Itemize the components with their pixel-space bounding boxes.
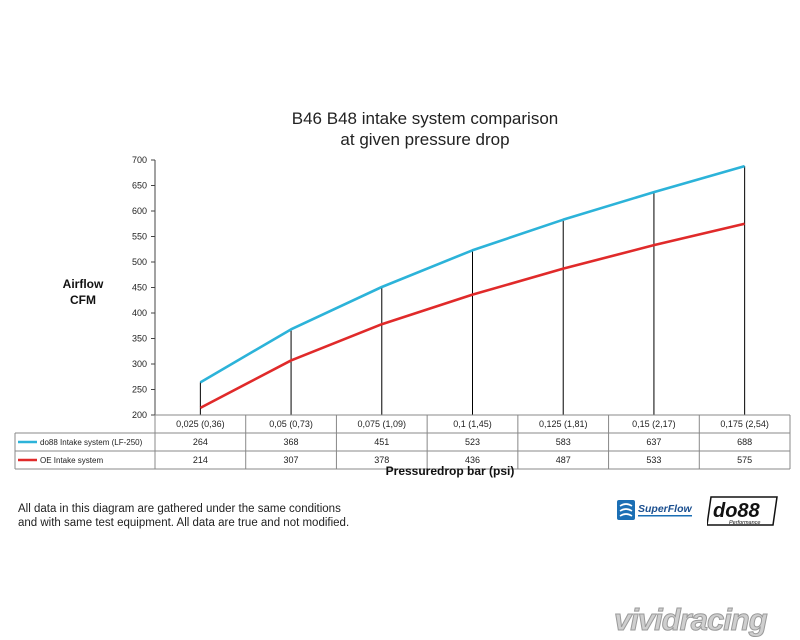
chart-series bbox=[199, 164, 746, 410]
y-tick-label: 450 bbox=[132, 283, 147, 293]
chart-title-line-1: B46 B48 intake system comparison bbox=[292, 109, 558, 128]
superflow-logo: SuperFlow bbox=[617, 500, 693, 520]
table-cell-value: 436 bbox=[465, 455, 480, 465]
disclaimer-line-2: and with same test equipment. All data a… bbox=[18, 517, 350, 529]
table-cell-value: 583 bbox=[556, 437, 571, 447]
x-tick-label: 0,025 (0,36) bbox=[176, 419, 225, 429]
table-cell-value: 533 bbox=[646, 455, 661, 465]
y-axis-label-line-2: CFM bbox=[70, 293, 96, 307]
table-cell-value: 523 bbox=[465, 437, 480, 447]
y-tick-label: 600 bbox=[132, 206, 147, 216]
table-cell-value: 378 bbox=[374, 455, 389, 465]
y-tick-label: 500 bbox=[132, 257, 147, 267]
table-cell-value: 688 bbox=[737, 437, 752, 447]
disclaimer-note: All data in this diagram are gathered un… bbox=[18, 502, 438, 530]
do88-logo-subtext: Performance bbox=[729, 520, 761, 526]
superflow-logo-text: SuperFlow bbox=[638, 503, 693, 515]
vividracing-watermark-text: vividracing bbox=[614, 602, 768, 637]
y-tick-label: 250 bbox=[132, 385, 147, 395]
x-tick-label: 0,175 (2,54) bbox=[720, 419, 769, 429]
table-cell-value: 214 bbox=[193, 455, 208, 465]
x-tick-label: 0,075 (1,09) bbox=[358, 419, 407, 429]
y-tick-label: 650 bbox=[132, 181, 147, 191]
table-cell-value: 637 bbox=[646, 437, 661, 447]
drop-lines bbox=[199, 166, 746, 415]
x-tick-label: 0,125 (1,81) bbox=[539, 419, 588, 429]
legend-label-1: do88 Intake system (LF-250) bbox=[40, 438, 143, 447]
chart-axes: 200 250 300 350 400 450 500 550 600 650 700 bbox=[132, 155, 156, 420]
x-tick-label: 0,05 (0,73) bbox=[269, 419, 313, 429]
y-tick-label: 200 bbox=[132, 410, 147, 420]
y-axis-label-line-1: Airflow bbox=[63, 277, 104, 291]
x-tick-label: 0,1 (1,45) bbox=[453, 419, 492, 429]
y-tick-label: 350 bbox=[132, 334, 147, 344]
vividracing-watermark: vividracing bbox=[614, 602, 770, 638]
y-tick-label: 550 bbox=[132, 232, 147, 242]
y-tick-label: 300 bbox=[132, 359, 147, 369]
disclaimer-line-1: All data in this diagram are gathered un… bbox=[18, 503, 341, 515]
do88-logo: do88 Performance bbox=[707, 496, 778, 526]
data-table: 0,025 (0,36) 0,05 (0,73) 0,075 (1,09) 0,1 (… bbox=[14, 414, 791, 470]
table-cell-value: 264 bbox=[193, 437, 208, 447]
y-tick-label: 700 bbox=[132, 155, 147, 165]
chart-title: B46 B48 intake system comparison at given… bbox=[292, 109, 558, 149]
table-cell-value: 575 bbox=[737, 455, 752, 465]
legend-label-2: OE Intake system bbox=[40, 456, 103, 465]
axis-labels: Airflow CFM Pressuredrop bar (psi) bbox=[63, 277, 515, 478]
y-tick-label: 400 bbox=[132, 308, 147, 318]
table-cell-value: 451 bbox=[374, 437, 389, 447]
chart-title-line-2: at given pressure drop bbox=[340, 130, 509, 149]
table-cell-value: 487 bbox=[556, 455, 571, 465]
do88-logo-text: do88 bbox=[713, 500, 761, 522]
table-cell-value: 307 bbox=[284, 455, 299, 465]
x-tick-label: 0,15 (2,17) bbox=[632, 419, 676, 429]
x-axis-label: Pressuredrop bar (psi) bbox=[386, 464, 515, 478]
table-cell-value: 368 bbox=[284, 437, 299, 447]
